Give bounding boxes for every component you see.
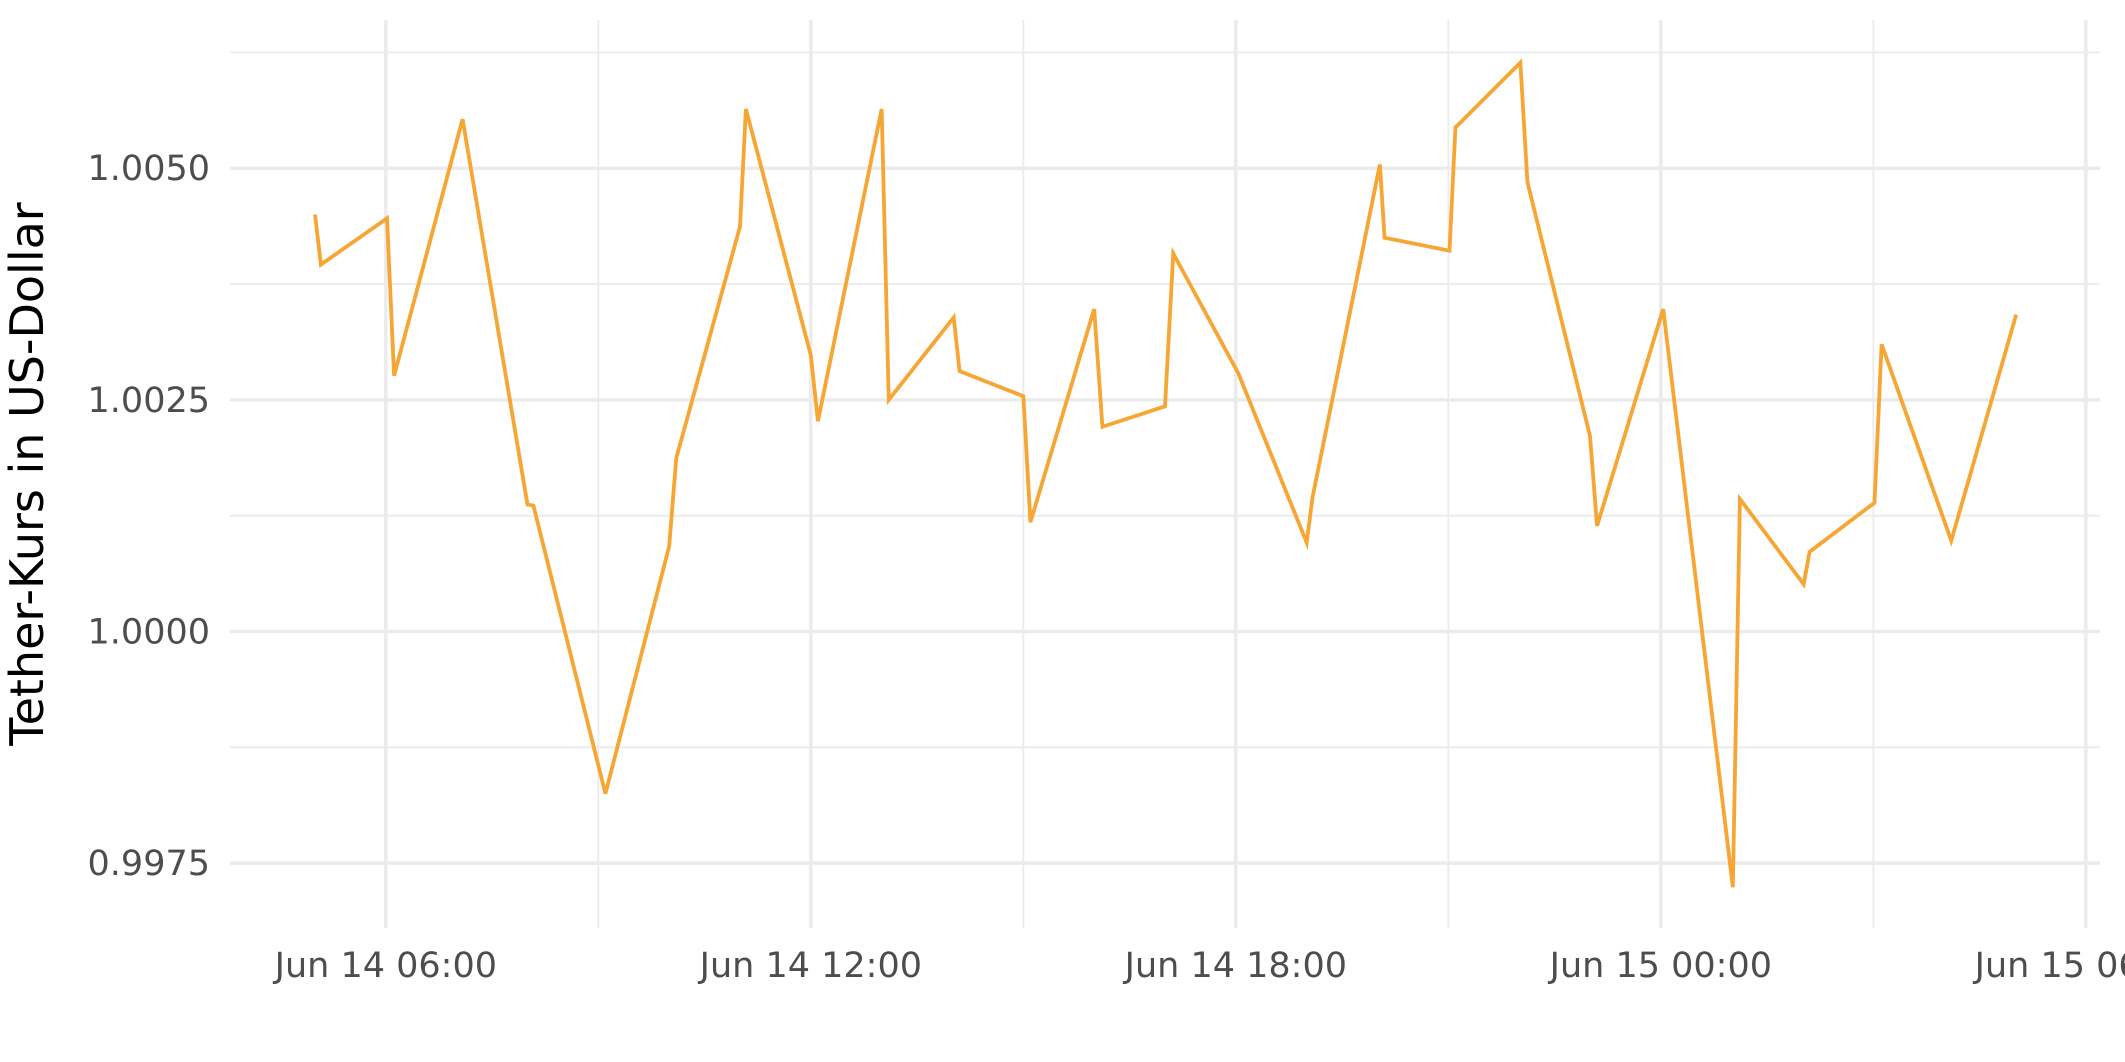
y-tick-label: 1.0050 xyxy=(88,149,210,189)
line xyxy=(313,58,2019,888)
grid xyxy=(230,20,2100,928)
y-tick-label: 1.0025 xyxy=(88,381,210,421)
x-tick-label: Jun 14 06:00 xyxy=(273,946,497,986)
y-tick-label: 0.9975 xyxy=(88,844,210,884)
x-tick-label: Jun 15 06:00 xyxy=(1973,946,2125,986)
y-axis-title: Tether-Kurs in US-Dollar xyxy=(0,202,54,747)
y-tick-label: 1.0000 xyxy=(88,613,210,653)
x-tick-label: Jun 15 00:00 xyxy=(1548,946,1772,986)
x-tick-label: Jun 14 12:00 xyxy=(698,946,922,986)
x-tick-label: Jun 14 18:00 xyxy=(1123,946,1347,986)
